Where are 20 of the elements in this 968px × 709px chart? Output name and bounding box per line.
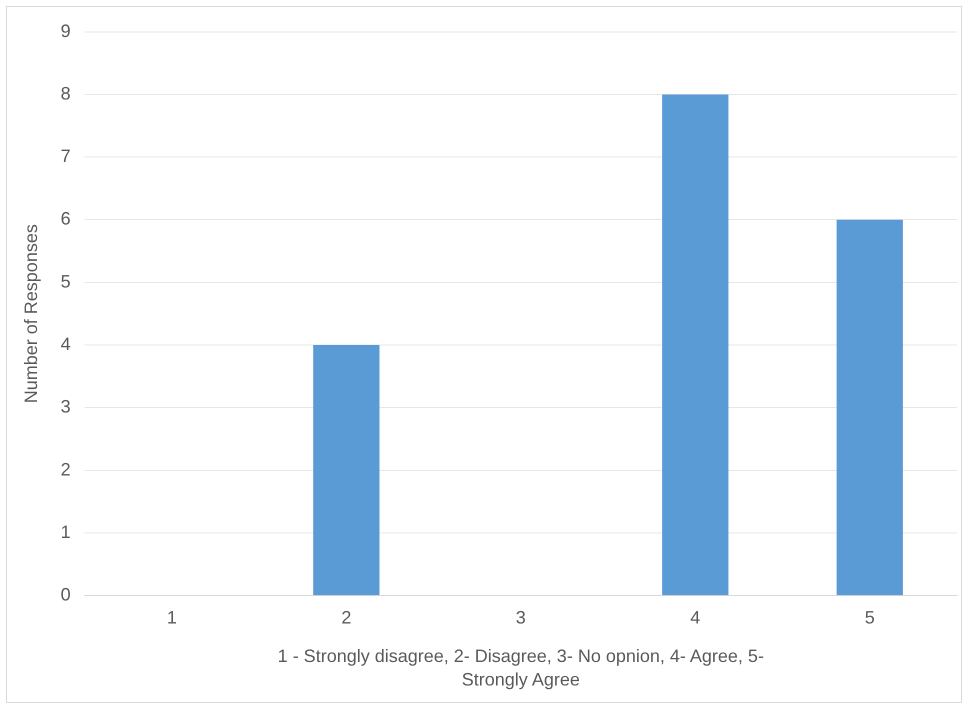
y-tick-label: 8 xyxy=(60,83,71,104)
bar xyxy=(836,220,903,596)
y-tick-label: 1 xyxy=(60,522,71,542)
y-tick-label: 3 xyxy=(60,396,71,417)
y-tick-label: 0 xyxy=(60,584,71,605)
y-tick-label: 7 xyxy=(60,146,71,166)
y-tick-label: 4 xyxy=(60,334,71,354)
y-tick-label: 2 xyxy=(60,459,71,480)
y-tick-label: 6 xyxy=(60,208,71,229)
x-tick-label: 1 xyxy=(166,607,177,628)
x-tick-label: 5 xyxy=(864,607,875,628)
y-tick-label: 5 xyxy=(60,271,71,292)
x-tick-label: 2 xyxy=(341,607,352,628)
y-tick-label: 9 xyxy=(60,20,71,41)
bar xyxy=(313,345,380,596)
bar xyxy=(662,94,728,596)
x-tick-label: 3 xyxy=(516,607,526,628)
x-axis-title: 1 - Strongly disagree, 2- Disagree, 3- No opnion, 4- Agree, 5- Strongly Agree xyxy=(278,646,764,690)
x-tick-label: 4 xyxy=(690,607,700,628)
y-axis-title: Number of Responses xyxy=(20,224,41,404)
